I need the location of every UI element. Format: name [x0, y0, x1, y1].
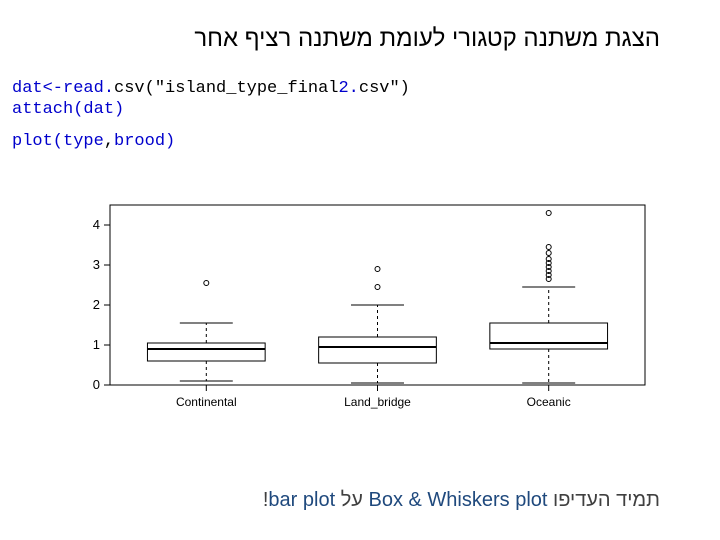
boxplot-chart: 0 1 2 3 4 Continental Land_bridge Oceanic	[60, 195, 655, 425]
footer-text: bar plot	[268, 489, 335, 511]
y-tick-label: 1	[80, 337, 100, 352]
footer-text: על	[335, 489, 368, 511]
code-block: dat<-read.csv("island_type_final2.csv") …	[12, 78, 410, 152]
code-token: plot(type	[12, 132, 104, 151]
code-line-1: dat<-read.csv("island_type_final2.csv")	[12, 78, 410, 99]
code-token: dat<-read.	[12, 79, 114, 98]
page-title: הצגת משתנה קטגורי לעומת משתנה רציף אחר	[194, 25, 660, 53]
code-line-2: attach(dat)	[12, 99, 410, 120]
code-token: ,	[104, 132, 114, 151]
footer-text: Box & Whiskers plot	[369, 489, 548, 511]
code-token: brood)	[114, 132, 175, 151]
code-line-3: plot(type,brood)	[12, 131, 410, 152]
y-tick-label: 0	[80, 377, 100, 392]
y-tick-label: 3	[80, 257, 100, 272]
code-token: csv("island_type_final	[114, 79, 338, 98]
footer-text: תמיד העדיפו	[547, 489, 660, 511]
y-tick-label: 4	[80, 217, 100, 232]
chart-svg	[60, 195, 655, 425]
y-tick-label: 2	[80, 297, 100, 312]
code-token: 2.	[338, 79, 358, 98]
footer-note: תמיד העדיפו Box & Whiskers plot על bar p…	[263, 489, 660, 512]
x-tick-label: Oceanic	[527, 395, 571, 409]
x-tick-label: Continental	[176, 395, 237, 409]
code-token: csv")	[359, 79, 410, 98]
x-tick-label: Land_bridge	[344, 395, 411, 409]
